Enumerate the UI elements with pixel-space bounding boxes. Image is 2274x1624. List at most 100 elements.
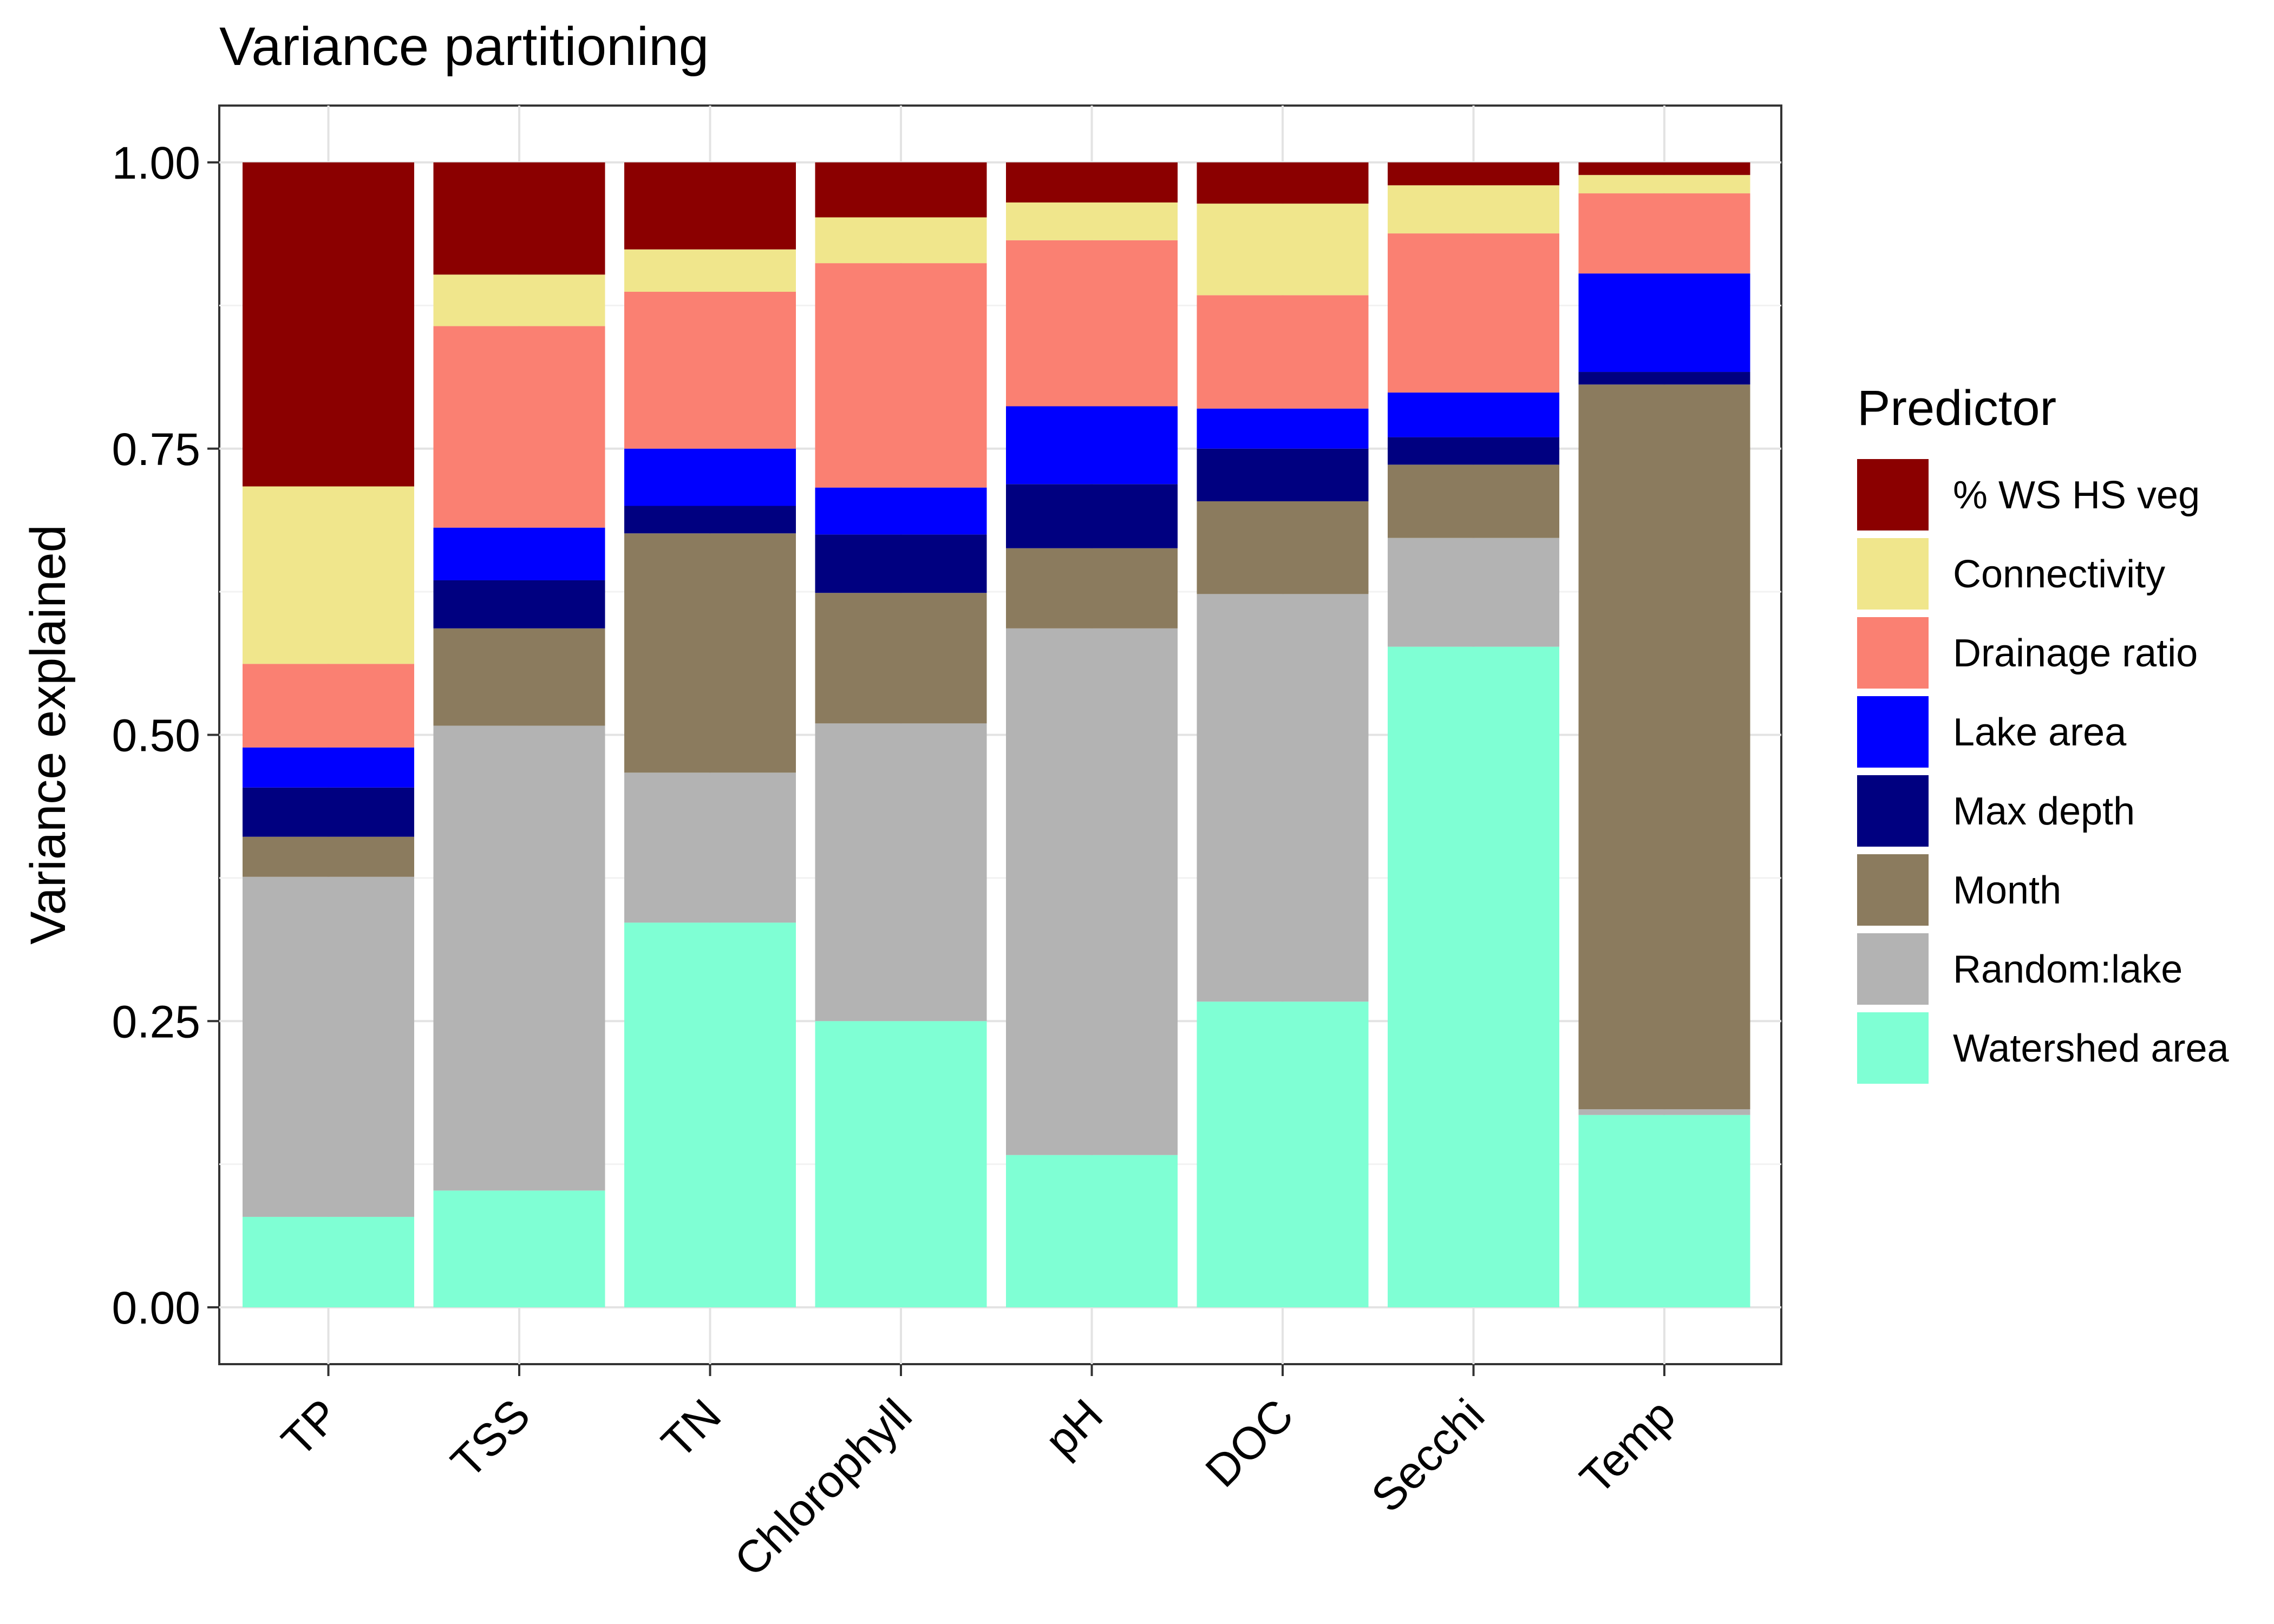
bar-segment bbox=[433, 1190, 605, 1307]
legend-item: Max depth bbox=[1857, 775, 2135, 847]
bar-segment bbox=[1388, 185, 1559, 234]
legend: Predictor % WS HS veg Connectivity Drainag… bbox=[1857, 381, 2230, 1084]
bar-segment bbox=[1006, 484, 1178, 548]
x-tick-label: TP bbox=[272, 1389, 349, 1466]
x-tick-label: pH bbox=[1035, 1389, 1112, 1466]
bar-segment bbox=[243, 486, 414, 664]
bar-segment bbox=[433, 274, 605, 326]
bar-segment bbox=[1197, 448, 1369, 502]
legend-key bbox=[1857, 538, 1929, 610]
bar-segment bbox=[1197, 594, 1369, 1002]
bar-segment bbox=[624, 162, 796, 250]
bar-segment bbox=[243, 664, 414, 748]
legend-title: Predictor bbox=[1857, 381, 2056, 436]
legend-key bbox=[1857, 1012, 1929, 1084]
bar-segment bbox=[433, 628, 605, 726]
bar-stack-tn bbox=[624, 162, 796, 1307]
y-axis-title: Variance explained bbox=[21, 525, 76, 945]
bar-segment bbox=[1388, 437, 1559, 465]
x-tick-label: DOC bbox=[1195, 1389, 1303, 1496]
bar-segment bbox=[624, 249, 796, 292]
bar-segment bbox=[624, 291, 796, 449]
bar-segment bbox=[1197, 1001, 1369, 1307]
legend-key bbox=[1857, 933, 1929, 1005]
bar-segment bbox=[1006, 1155, 1178, 1307]
bar-segment bbox=[815, 162, 987, 218]
bars bbox=[243, 162, 1750, 1307]
bar-segment bbox=[1006, 548, 1178, 628]
y-tick-label: 0.25 bbox=[112, 996, 201, 1047]
bar-segment bbox=[1388, 646, 1559, 1307]
y-tick-label: 0.75 bbox=[112, 424, 201, 475]
bar-stack-secchi bbox=[1388, 162, 1559, 1307]
bar-segment bbox=[243, 876, 414, 1217]
bar-segment bbox=[1006, 406, 1178, 484]
x-tick-label: TSS bbox=[441, 1389, 540, 1488]
legend-key bbox=[1857, 696, 1929, 768]
bar-segment bbox=[1197, 408, 1369, 449]
bar-segment bbox=[624, 772, 796, 923]
legend-item: Month bbox=[1857, 854, 2061, 926]
bar-segment bbox=[433, 162, 605, 275]
legend-item: % WS HS veg bbox=[1857, 459, 2200, 531]
bar-segment bbox=[1197, 295, 1369, 409]
bar-stack-tp bbox=[243, 162, 414, 1307]
bar-segment bbox=[433, 580, 605, 628]
bar-segment bbox=[624, 533, 796, 773]
legend-label: Lake area bbox=[1953, 711, 2127, 754]
legend-key bbox=[1857, 617, 1929, 689]
bar-segment bbox=[1388, 464, 1559, 538]
bar-stack-tss bbox=[433, 162, 605, 1307]
legend-item: Lake area bbox=[1857, 696, 2127, 768]
x-tick-label: Chlorophyll bbox=[724, 1389, 922, 1586]
legend-label: Random:lake bbox=[1953, 948, 2182, 991]
legend-item: Watershed area bbox=[1857, 1012, 2230, 1084]
x-tick-label: TN bbox=[652, 1389, 731, 1468]
legend-key bbox=[1857, 854, 1929, 926]
legend-label: % WS HS veg bbox=[1953, 474, 2200, 517]
legend-label: Connectivity bbox=[1953, 553, 2165, 596]
legend-item: Connectivity bbox=[1857, 538, 2165, 610]
bar-segment bbox=[815, 534, 987, 593]
bar-segment bbox=[1578, 372, 1750, 385]
y-tick-label: 1.00 bbox=[112, 137, 201, 188]
bar-segment bbox=[1197, 204, 1369, 296]
legend-label: Watershed area bbox=[1953, 1027, 2230, 1070]
bar-segment bbox=[1006, 162, 1178, 203]
bar-segment bbox=[1388, 162, 1559, 186]
bar-segment bbox=[433, 725, 605, 1191]
bar-segment bbox=[624, 506, 796, 534]
legend-key bbox=[1857, 775, 1929, 847]
legend-label: Month bbox=[1953, 869, 2061, 912]
bar-segment bbox=[624, 922, 796, 1307]
legend-item: Drainage ratio bbox=[1857, 617, 2198, 689]
bar-segment bbox=[1197, 162, 1369, 204]
bar-segment bbox=[1006, 202, 1178, 240]
bar-segment bbox=[815, 1021, 987, 1307]
legend-item: Random:lake bbox=[1857, 933, 2182, 1005]
bar-segment bbox=[243, 747, 414, 788]
bar-segment bbox=[243, 787, 414, 837]
bar-segment bbox=[1388, 538, 1559, 647]
x-tick-label: Secchi bbox=[1361, 1389, 1494, 1522]
bar-stack-chlorophyll bbox=[815, 162, 987, 1307]
bar-segment bbox=[1578, 273, 1750, 372]
bar-segment bbox=[1578, 1109, 1750, 1115]
bar-segment bbox=[815, 217, 987, 264]
bar-segment bbox=[1388, 392, 1559, 437]
bar-segment bbox=[243, 162, 414, 487]
bar-segment bbox=[1578, 193, 1750, 274]
legend-label: Drainage ratio bbox=[1953, 632, 2198, 675]
bar-stack-doc bbox=[1197, 162, 1369, 1307]
bar-segment bbox=[815, 593, 987, 724]
y-tick-label: 0.50 bbox=[112, 710, 201, 761]
bar-segment bbox=[1578, 384, 1750, 1110]
bar-segment bbox=[1197, 501, 1369, 594]
bar-segment bbox=[1006, 628, 1178, 1155]
bar-segment bbox=[815, 723, 987, 1021]
bar-segment bbox=[433, 326, 605, 528]
bar-segment bbox=[624, 448, 796, 506]
legend-label: Max depth bbox=[1953, 790, 2135, 833]
bar-stack-temp bbox=[1578, 162, 1750, 1307]
